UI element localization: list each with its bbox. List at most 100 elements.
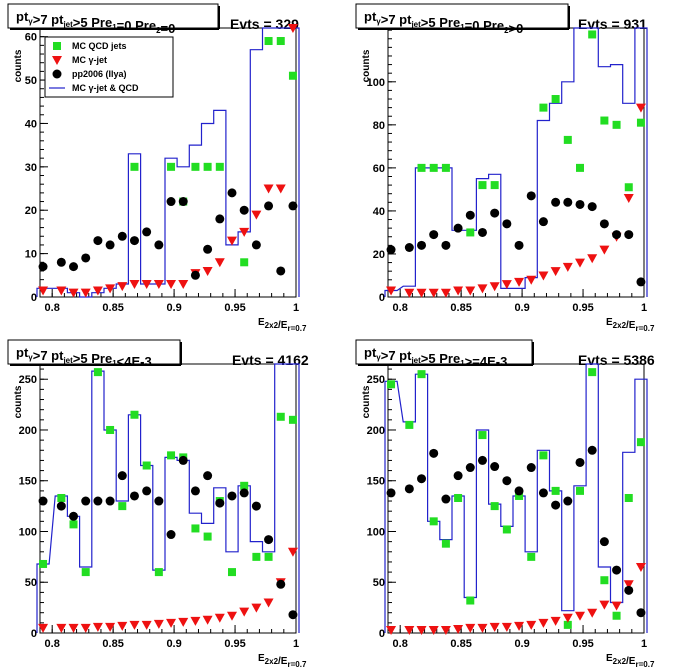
data-point (502, 476, 512, 486)
x-axis-label: E2x2/Er=0.7 (258, 317, 307, 333)
gamma-point (190, 616, 201, 626)
legend-label: MC γ-jet (72, 55, 107, 65)
data-point (563, 197, 573, 207)
data-point (190, 486, 200, 496)
data-point (636, 608, 646, 618)
x-tick-label: 1 (293, 638, 299, 650)
gamma-point (214, 258, 225, 268)
qcd-point (624, 183, 633, 192)
qcd-point (588, 368, 597, 377)
x-tick-label: 0.95 (224, 638, 245, 650)
y-tick-label: 10 (25, 249, 37, 261)
data-point (56, 501, 66, 511)
title-box (7, 3, 219, 29)
gamma-point (562, 613, 573, 623)
gamma-point (501, 622, 512, 632)
qcd-point (515, 491, 524, 500)
data-point (154, 496, 164, 506)
gamma-point (263, 184, 274, 194)
qcd-point (276, 37, 285, 46)
chart-title: ptγ>7 ptjet>5 Pre1>=4E-3 (364, 345, 507, 369)
y-tick-label: 150 (367, 476, 385, 488)
title-box (355, 3, 569, 29)
data-point (563, 496, 573, 506)
qcd-point (636, 118, 645, 127)
qcd-point (69, 520, 78, 529)
qcd-point (551, 95, 560, 104)
gamma-point (453, 286, 464, 296)
gamma-point (599, 600, 610, 610)
qcd-point (563, 620, 572, 629)
data-point (502, 219, 512, 229)
data-point (227, 188, 237, 198)
data-point (612, 230, 622, 240)
x-tick-label: 0.9 (514, 638, 529, 650)
gamma-point (562, 262, 573, 272)
plot-frame (387, 27, 645, 298)
gamma-point (550, 616, 561, 626)
y-tick-label: 40 (25, 118, 37, 130)
qcd-point (551, 486, 560, 495)
data-point (190, 270, 200, 280)
y-tick-label: 0 (379, 292, 385, 304)
data-point (453, 471, 463, 481)
gamma-point (587, 608, 598, 618)
qcd-point (57, 493, 66, 502)
chart-title: ptγ>7 ptjet>5 Pre1<4E-3 (16, 345, 152, 369)
data-point (624, 230, 634, 240)
data-point (56, 257, 66, 267)
data-point (551, 197, 561, 207)
y-tick-label: 250 (19, 374, 37, 386)
data-point (624, 585, 634, 595)
data-point (526, 463, 536, 473)
y-tick-label: 200 (367, 425, 385, 437)
data-point (441, 494, 451, 504)
qcd-point (600, 576, 609, 585)
x-tick-label: 0.95 (572, 638, 593, 650)
data-point (490, 208, 500, 218)
gamma-point (575, 611, 585, 621)
gamma-point (477, 284, 488, 294)
legend-qcd-marker (53, 42, 61, 50)
y-tick-label: 20 (25, 205, 37, 217)
x-tick-label: 0.8 (45, 302, 60, 314)
gamma-point (489, 622, 500, 632)
y-tick-label: 250 (367, 374, 385, 386)
gamma-point (538, 618, 549, 628)
gamma-point (428, 625, 439, 635)
x-tick-label: 1 (641, 638, 647, 650)
qcd-point (130, 410, 139, 419)
data-point (465, 463, 475, 473)
qcd-point (167, 451, 176, 460)
gamma-point (587, 254, 598, 264)
gamma-point (141, 620, 152, 630)
gamma-point (477, 623, 488, 633)
qcd-point (405, 420, 414, 429)
x-tick-label: 0.8 (393, 302, 408, 314)
y-tick-label: 0 (379, 628, 385, 640)
qcd-point (191, 524, 200, 533)
data-point (215, 214, 225, 224)
data-point (105, 496, 115, 506)
gamma-point (599, 245, 610, 255)
qcd-point (539, 103, 548, 112)
events-count: Evts = 931 (578, 16, 647, 32)
data-point (117, 231, 127, 241)
gamma-point (526, 275, 537, 285)
qcd-point (215, 162, 224, 171)
x-axis-label: E2x2/Er=0.7 (606, 317, 655, 333)
y-tick-label: 20 (373, 249, 385, 261)
gamma-point (38, 623, 49, 633)
chart-title: ptγ>7 ptjet>5 Pre1=0 Pre2>0 (364, 9, 523, 36)
data-point (105, 240, 115, 250)
data-point (38, 262, 48, 272)
qcd-point (167, 162, 176, 171)
data-point (288, 610, 298, 620)
y-tick-label: 150 (19, 476, 37, 488)
gamma-point (428, 288, 439, 298)
qcd-point (264, 552, 273, 561)
y-tick-label: 100 (367, 526, 385, 538)
data-point (526, 191, 536, 201)
data-point (465, 210, 475, 220)
